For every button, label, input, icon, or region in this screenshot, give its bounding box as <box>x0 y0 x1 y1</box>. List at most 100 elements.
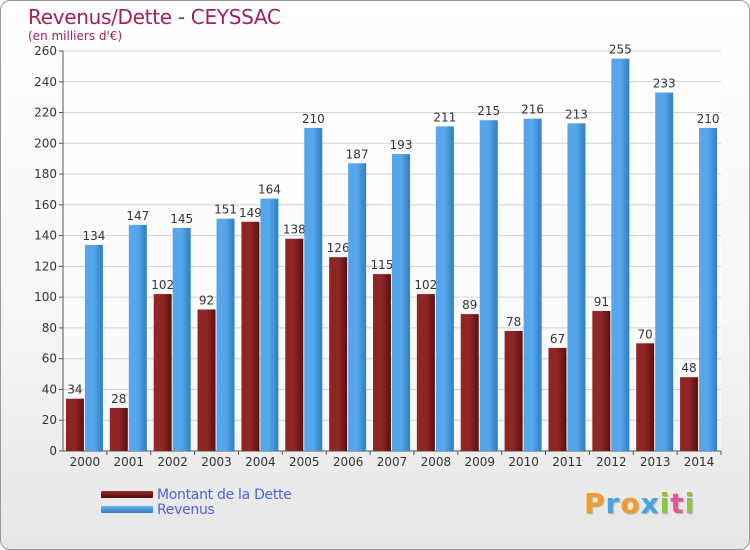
x-tick-label: 2007 <box>377 455 408 469</box>
legend-item-debt: Montant de la Dette <box>101 486 292 503</box>
logo-letter: i <box>659 487 671 520</box>
y-tick-label: 120 <box>34 259 57 273</box>
revenue-value-label: 216 <box>521 103 544 117</box>
revenue-bar <box>523 118 542 451</box>
logo-letter: x <box>640 487 660 520</box>
revenue-value-label: 147 <box>126 209 149 223</box>
x-tick-label: 2006 <box>333 455 364 469</box>
legend-label-debt: Montant de la Dette <box>157 486 292 503</box>
revenue-value-label: 151 <box>214 203 237 217</box>
debt-value-label: 91 <box>594 295 609 309</box>
y-tick-label: 60 <box>42 352 57 366</box>
x-tick-label: 2008 <box>421 455 452 469</box>
revenue-value-label: 233 <box>653 77 676 91</box>
logo-letter: r <box>605 487 621 520</box>
debt-value-label: 138 <box>283 223 306 237</box>
revenue-bar <box>128 224 147 451</box>
revenue-bar <box>435 126 454 451</box>
revenue-bar <box>304 127 323 451</box>
legend-swatch-revenue <box>101 506 153 513</box>
revenue-bar <box>84 244 103 451</box>
debt-bar <box>373 274 391 451</box>
debt-bar <box>416 294 435 451</box>
revenue-value-label: 211 <box>433 110 456 124</box>
y-tick-label: 260 <box>34 44 57 58</box>
debt-value-label: 126 <box>327 241 350 255</box>
revenue-bar <box>699 127 718 451</box>
revenue-bar <box>611 58 630 451</box>
debt-value-label: 28 <box>111 392 126 406</box>
revenue-bar <box>260 198 279 451</box>
debt-bar <box>548 347 567 451</box>
logo-letter: t <box>670 487 685 520</box>
revenue-value-label: 193 <box>390 138 413 152</box>
x-tick-label: 2001 <box>114 455 145 469</box>
logo-letter: o <box>620 487 641 520</box>
debt-value-label: 67 <box>550 332 565 346</box>
revenue-value-label: 134 <box>82 229 105 243</box>
debt-bar <box>504 331 523 451</box>
x-tick-label: 2003 <box>201 455 232 469</box>
legend: Montant de la Dette Revenus <box>101 486 292 518</box>
chart-subtitle: (en milliers d'€) <box>28 29 123 43</box>
debt-value-label: 115 <box>371 258 394 272</box>
x-tick-label: 2000 <box>70 455 101 469</box>
debt-value-label: 48 <box>681 361 696 375</box>
revenue-value-label: 255 <box>609 43 632 57</box>
x-tick-label: 2004 <box>245 455 276 469</box>
debt-value-label: 92 <box>199 293 214 307</box>
legend-swatch-debt <box>101 491 153 498</box>
revenue-bar <box>172 227 191 451</box>
x-tick-label: 2009 <box>464 455 495 469</box>
y-tick-label: 200 <box>34 136 57 150</box>
x-tick-label: 2013 <box>640 455 671 469</box>
chart-title: Revenus/Dette - CEYSSAC <box>28 5 281 29</box>
logo-letter: P <box>584 487 606 520</box>
debt-value-label: 149 <box>239 206 262 220</box>
x-tick-label: 2005 <box>289 455 320 469</box>
debt-value-label: 70 <box>638 327 653 341</box>
debt-bar <box>153 294 172 451</box>
y-tick-label: 180 <box>34 167 57 181</box>
y-tick-label: 40 <box>42 382 57 396</box>
debt-bar <box>65 398 84 451</box>
y-tick-label: 140 <box>34 229 57 243</box>
debt-bar <box>680 377 699 451</box>
revenue-value-label: 210 <box>697 112 720 126</box>
debt-bar <box>636 343 655 451</box>
y-tick-label: 80 <box>42 321 57 335</box>
x-tick-label: 2014 <box>684 455 715 469</box>
y-tick-label: 240 <box>34 75 57 89</box>
debt-bar <box>460 314 479 451</box>
revenue-value-label: 213 <box>565 107 588 121</box>
y-tick-label: 160 <box>34 198 57 212</box>
revenue-value-label: 215 <box>477 104 500 118</box>
revenue-bar <box>216 218 235 451</box>
debt-bar <box>592 311 611 451</box>
revenue-bar <box>348 163 367 452</box>
y-tick-label: 100 <box>34 290 57 304</box>
revenue-value-label: 164 <box>258 183 281 197</box>
revenue-value-label: 210 <box>302 112 325 126</box>
y-tick-label: 20 <box>42 413 57 427</box>
revenue-bar <box>655 92 674 452</box>
revenue-bar <box>392 154 410 452</box>
x-tick-label: 2012 <box>596 455 627 469</box>
y-tick-label: 220 <box>34 106 57 120</box>
debt-bar <box>197 309 216 451</box>
debt-value-label: 89 <box>462 298 477 312</box>
debt-bar <box>285 238 304 451</box>
revenue-value-label: 145 <box>170 212 193 226</box>
y-tick-label: 0 <box>49 444 57 458</box>
debt-bar <box>241 221 260 451</box>
revenue-bar <box>479 120 498 451</box>
x-tick-label: 2011 <box>552 455 583 469</box>
logo-letter: i <box>684 487 696 520</box>
proxiti-logo: Proxiti <box>584 487 695 520</box>
debt-value-label: 102 <box>414 278 437 292</box>
x-tick-label: 2010 <box>508 455 539 469</box>
legend-label-revenue: Revenus <box>157 501 215 518</box>
legend-item-revenue: Revenus <box>101 501 292 518</box>
